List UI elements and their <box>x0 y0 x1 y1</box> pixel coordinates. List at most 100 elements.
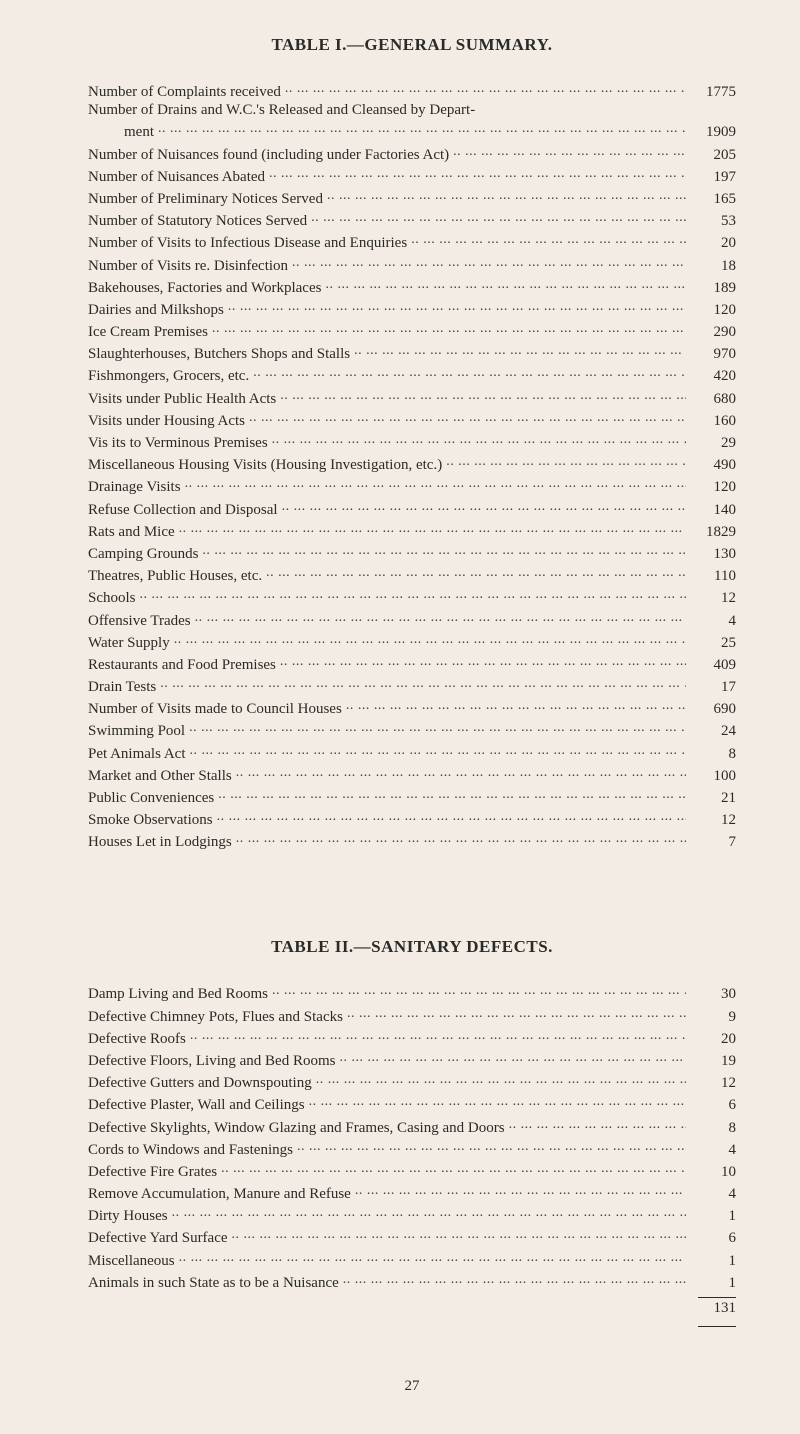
row-value: 690 <box>690 702 736 717</box>
page-number: 27 <box>88 1379 736 1394</box>
row-label: Visits under Public Health Acts <box>88 392 276 407</box>
row-label: Camping Grounds <box>88 547 198 562</box>
leader-dots <box>343 1272 686 1287</box>
row-label: Cords to Windows and Fastenings <box>88 1143 293 1158</box>
row-value: 130 <box>690 547 736 562</box>
leader-dots <box>311 210 686 225</box>
table-row: Drainage Visits 120 <box>88 476 736 495</box>
row-label: Number of Preliminary Notices Served <box>88 192 323 207</box>
row-value: 19 <box>690 1054 736 1069</box>
row-value: 1 <box>690 1254 736 1269</box>
leader-dots <box>309 1094 686 1109</box>
table-row: Number of Preliminary Notices Served 165 <box>88 188 736 207</box>
row-value: 18 <box>690 259 736 274</box>
row-label: Defective Plaster, Wall and Ceilings <box>88 1098 305 1113</box>
row-label: Offensive Trades <box>88 614 191 629</box>
table-row: Refuse Collection and Disposal140 <box>88 499 736 518</box>
table-row: Public Conveniences21 <box>88 787 736 806</box>
leader-dots <box>325 277 686 292</box>
row-label: Animals in such State as to be a Nuisanc… <box>88 1276 339 1291</box>
table-row: Animals in such State as to be a Nuisanc… <box>88 1272 736 1291</box>
row-label: ment <box>88 125 154 140</box>
row-value: 30 <box>690 987 736 1002</box>
table-row: Number of Nuisances Abated197 <box>88 166 736 185</box>
leader-dots <box>346 698 686 713</box>
row-value: 8 <box>690 747 736 762</box>
table-row: Visits under Public Health Acts680 <box>88 388 736 407</box>
row-label: Number of Drains and W.C.'s Released and… <box>88 103 475 118</box>
table-row: Miscellaneous Housing Visits (Housing In… <box>88 454 736 473</box>
row-label: Number of Visits made to Council Houses <box>88 702 342 717</box>
row-value: 120 <box>690 480 736 495</box>
table-row: Number of Visits made to Council Houses 6… <box>88 698 736 717</box>
table-row: Visits under Housing Acts 160 <box>88 410 736 429</box>
row-label: Drain Tests <box>88 680 156 695</box>
row-label: Rats and Mice <box>88 525 175 540</box>
row-label: Vis its to Verminous Premises <box>88 436 268 451</box>
row-label: Bakehouses, Factories and Workplaces <box>88 281 321 296</box>
leader-dots <box>280 654 686 669</box>
leader-dots <box>354 343 686 358</box>
row-value: 29 <box>690 436 736 451</box>
leader-dots <box>218 787 686 802</box>
table-row: Defective Yard Surface6 <box>88 1227 736 1246</box>
row-label: Defective Yard Surface <box>88 1231 228 1246</box>
row-value: 12 <box>690 1076 736 1091</box>
row-value: 160 <box>690 414 736 429</box>
row-value: 12 <box>690 813 736 828</box>
row-label: Drainage Visits <box>88 480 181 495</box>
table-row: Houses Let in Lodgings7 <box>88 831 736 850</box>
row-value: 165 <box>690 192 736 207</box>
row-value: 9 <box>690 1010 736 1025</box>
table-row: Vis its to Verminous Premises 29 <box>88 432 736 451</box>
row-label: Number of Visits to Infectious Disease a… <box>88 236 407 251</box>
row-label: Smoke Observations <box>88 813 213 828</box>
leader-dots <box>316 1072 686 1087</box>
row-label: Schools <box>88 591 136 606</box>
table-row: Miscellaneous1 <box>88 1250 736 1269</box>
row-value: 8 <box>690 1121 736 1136</box>
table-row: Rats and Mice1829 <box>88 521 736 540</box>
table-row: Water Supply25 <box>88 632 736 651</box>
leader-dots <box>158 121 686 136</box>
row-label: Public Conveniences <box>88 791 214 806</box>
row-value: 1 <box>690 1209 736 1224</box>
leader-dots <box>272 432 686 447</box>
table-row: Ice Cream Premises290 <box>88 321 736 340</box>
leader-dots <box>232 1227 686 1242</box>
leader-dots <box>453 144 686 159</box>
row-value: 290 <box>690 325 736 340</box>
leader-dots <box>179 1250 686 1265</box>
table-row: Number of Visits re. Disinfection18 <box>88 255 736 274</box>
row-value: 4 <box>690 1143 736 1158</box>
row-label: Visits under Housing Acts <box>88 414 245 429</box>
row-value: 120 <box>690 303 736 318</box>
row-label: Number of Complaints received <box>88 85 281 100</box>
table-2-total: 131 <box>88 1297 736 1331</box>
leader-dots <box>195 610 686 625</box>
leader-dots <box>266 565 686 580</box>
leader-dots <box>228 299 686 314</box>
table-row: Pet Animals Act8 <box>88 743 736 762</box>
leader-dots <box>347 1006 686 1021</box>
leader-dots <box>339 1050 686 1065</box>
row-label: Defective Floors, Living and Bed Rooms <box>88 1054 335 1069</box>
row-label: Defective Skylights, Window Glazing and … <box>88 1121 505 1136</box>
table-row: Theatres, Public Houses, etc.110 <box>88 565 736 584</box>
table-row: Restaurants and Food Premises409 <box>88 654 736 673</box>
table-row: Camping Grounds 130 <box>88 543 736 562</box>
leader-dots <box>280 388 686 403</box>
leader-dots <box>285 81 686 96</box>
table-row: Dirty Houses 1 <box>88 1205 736 1224</box>
row-label: Dirty Houses <box>88 1209 168 1224</box>
table-row: Defective Skylights, Window Glazing and … <box>88 1117 736 1136</box>
row-label: Market and Other Stalls <box>88 769 232 784</box>
row-value: 53 <box>690 214 736 229</box>
row-label: Miscellaneous Housing Visits (Housing In… <box>88 458 442 473</box>
leader-dots <box>249 410 686 425</box>
table-row: Bakehouses, Factories and Workplaces189 <box>88 277 736 296</box>
row-label: Fishmongers, Grocers, etc. <box>88 369 249 384</box>
table-2-title: TABLE II.—SANITARY DEFECTS. <box>88 938 736 955</box>
row-label: Defective Roofs <box>88 1032 186 1047</box>
table-2-total-value: 131 <box>698 1297 736 1316</box>
